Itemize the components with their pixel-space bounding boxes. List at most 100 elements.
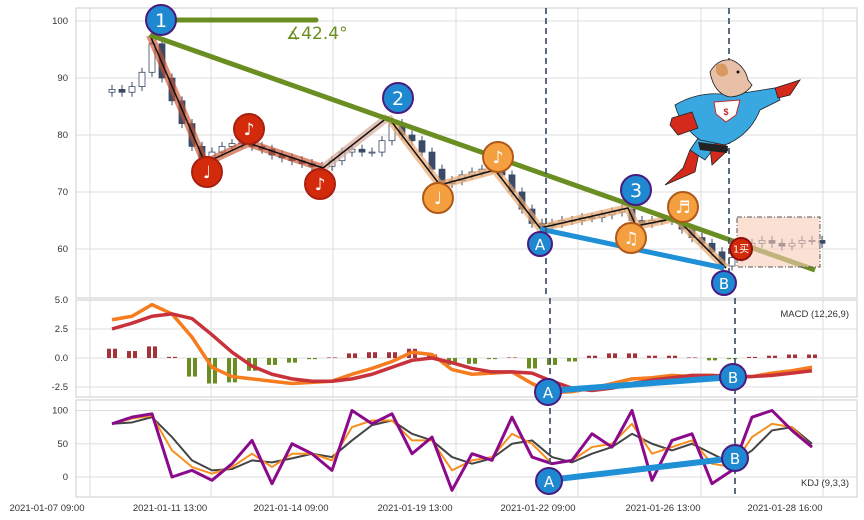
macd-histogram-bar — [207, 358, 211, 384]
note-icon-circle — [482, 141, 514, 173]
macd-histogram-bar — [107, 348, 111, 358]
divergence-line-macd — [547, 374, 734, 394]
macd-histogram-bar — [567, 358, 571, 362]
macd-histogram-bar — [153, 346, 157, 358]
kdj-panel — [111, 409, 813, 492]
divergence-marker-a: A — [527, 231, 553, 257]
wave-marker-1: 1 — [145, 4, 177, 36]
note-icon-circle — [422, 182, 454, 214]
macd-dea-line — [111, 312, 813, 393]
macd-histogram-bar — [773, 355, 777, 358]
wave-marker-3-label: 3 — [630, 180, 642, 202]
macd-histogram-bar — [147, 346, 151, 358]
note-icon-label: ♪ — [315, 175, 326, 195]
note-icon: ♩ — [191, 156, 223, 188]
macd-histogram-bar — [787, 354, 791, 358]
note-icon-circle — [191, 156, 223, 188]
macd-histogram-bar — [473, 358, 477, 364]
macd-histogram-bar — [573, 358, 577, 362]
note-icon-circle — [233, 113, 265, 145]
macd-panel-frame — [75, 299, 858, 398]
macd-histogram-bar — [587, 355, 591, 358]
macd-histogram-bar — [553, 358, 557, 365]
candle — [418, 136, 426, 157]
axes-labels: 2021-01-07 09:00 2021-01-11 13:00 2021-01-… — [9, 16, 822, 514]
price-y-tick-label: 70 — [57, 187, 68, 198]
macd-histogram-bar — [687, 357, 691, 358]
x-tick-label: 2021-01-07 09:00 — [9, 503, 84, 514]
candle-body — [138, 71, 146, 87]
macd-histogram-bar — [347, 353, 351, 358]
wave-marker-2-label: 2 — [392, 88, 404, 110]
kdj-divergence-marker-b-circle — [721, 444, 749, 472]
candle-body — [368, 151, 376, 154]
note-icon-label: ♩ — [203, 163, 211, 183]
wave-marker-3: 3 — [620, 174, 652, 206]
macd-histogram-bar — [627, 353, 631, 358]
candle — [138, 67, 146, 92]
x-tick-label: 2021-01-14 09:00 — [253, 503, 328, 514]
macd-divergence-marker-a-label: A — [543, 384, 554, 402]
candle — [358, 144, 366, 157]
macd-histogram-bar — [533, 358, 537, 369]
wave-marker-1-label: 1 — [155, 10, 167, 32]
divergence-marker-b-label: B — [719, 275, 729, 293]
macd-histogram-bar — [647, 355, 651, 358]
note-icon: ♪ — [304, 168, 336, 200]
wave-marker-2: 2 — [382, 82, 414, 114]
macd-legend: MACD (12,26,9) — [780, 309, 849, 320]
macd-histogram-bar — [287, 358, 291, 363]
wave-marker-1-circle — [145, 4, 177, 36]
price-panel-frame — [75, 7, 858, 299]
macd-histogram-bar — [233, 358, 237, 383]
note-icon-label: ♬ — [675, 198, 690, 218]
macd-histogram-bar — [747, 356, 751, 358]
buy-signal-badge: 1买 — [729, 237, 753, 261]
macd-histogram-bar — [753, 356, 757, 358]
macd-histogram-bar — [453, 358, 457, 365]
kdj-divergence-marker-a-circle — [535, 467, 563, 495]
trend-line — [149, 32, 816, 273]
kdj-y-tick-label: 0 — [63, 472, 68, 483]
macd-y-tick-label: 0.0 — [55, 353, 68, 364]
mascot-emblem: $ — [723, 107, 728, 117]
kdj-y-tick-label: 100 — [52, 406, 68, 417]
macd-histogram-bar — [353, 353, 357, 358]
macd-histogram-bar — [213, 358, 217, 384]
markers: 1 2 3 A B A B A B ♩ ♪ ♪ ♩ ♪ ♫ ♬ 1买 — [145, 4, 753, 495]
price-y-tick-label: 80 — [57, 130, 68, 141]
macd-histogram-bar — [693, 357, 697, 358]
divergence-marker-b: B — [711, 270, 737, 296]
wave-marker-3-circle — [620, 174, 652, 206]
kdj-y-tick-label: 50 — [57, 439, 68, 450]
macd-histogram-bar — [273, 358, 277, 365]
superhero-dog-mascot: $ — [664, 59, 801, 186]
macd-histogram-bar — [667, 355, 671, 358]
macd-histogram-bar — [767, 355, 771, 358]
candle — [108, 84, 116, 97]
macd-histogram-bar — [547, 358, 551, 365]
note-icon-circle — [667, 191, 699, 223]
macd-histogram-bar — [267, 358, 271, 365]
macd-histogram-bar — [167, 356, 171, 358]
macd-histogram-bar — [113, 348, 117, 358]
candle-body — [118, 89, 126, 93]
macd-histogram-bar — [327, 357, 331, 358]
macd-divergence-marker-a: A — [534, 378, 562, 406]
macd-histogram-bar — [307, 358, 311, 360]
divergence-marker-b-circle — [711, 270, 737, 296]
annotations: ∡42.4° $ — [146, 8, 821, 497]
kdj-panel-frame — [75, 399, 858, 498]
macd-histogram-bar — [127, 351, 131, 358]
macd-histogram-bar — [187, 358, 191, 377]
macd-histogram-bar — [807, 354, 811, 358]
candle — [128, 81, 136, 97]
macd-histogram-bar — [333, 357, 337, 358]
price-y-tick-label: 90 — [57, 73, 68, 84]
macd-histogram-bar — [313, 358, 317, 360]
macd-histogram-bar — [367, 352, 371, 358]
macd-histogram-bar — [507, 357, 511, 358]
macd-y-tick-label: -2.5 — [52, 382, 68, 393]
macd-divergence-marker-b: B — [719, 363, 747, 391]
